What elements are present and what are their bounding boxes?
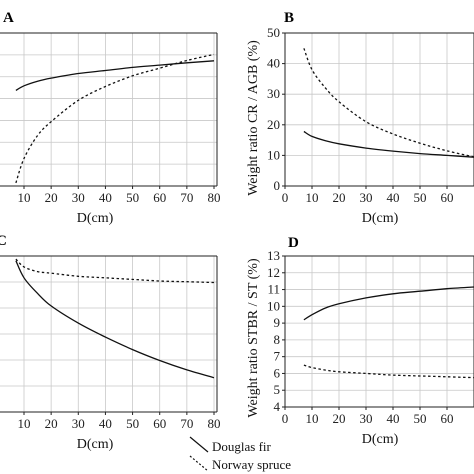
x-tick-label: 50 — [414, 190, 427, 205]
legend-swatch-spruce — [189, 455, 209, 472]
x-axis-label-c: D(cm) — [77, 437, 114, 452]
series-line-norway-spruce — [303, 364, 474, 379]
x-axis-label-d: D(cm) — [362, 432, 399, 447]
x-tick-label: 50 — [126, 416, 139, 431]
x-tick-label: 10 — [306, 411, 319, 426]
panel-label-a: A — [3, 10, 14, 26]
x-tick-label: 60 — [441, 411, 454, 426]
series-line-douglas-fir — [15, 260, 215, 379]
y-tick-label: 11 — [267, 282, 280, 297]
panel-label-d: D — [288, 235, 299, 251]
y-tick-label: 8 — [274, 332, 281, 347]
panel-b: 0 10 20 30 40 50 60 0 10 20 30 40 50 — [267, 25, 474, 205]
x-tick-label: 40 — [387, 411, 400, 426]
x-tick-label: 70 — [180, 416, 193, 431]
x-tick-label: 20 — [333, 190, 346, 205]
series-line-norway-spruce — [15, 53, 215, 184]
x-tick-label: 40 — [99, 190, 112, 205]
x-tick-label: 30 — [360, 190, 373, 205]
panel-label-b: B — [284, 10, 294, 26]
x-tick-label: 70 — [180, 190, 193, 205]
series-line-douglas-fir — [15, 60, 215, 91]
x-tick-label: 30 — [72, 416, 85, 431]
x-tick-label: 40 — [387, 190, 400, 205]
y-tick-label: 7 — [274, 349, 281, 364]
y-tick-label: 30 — [267, 86, 280, 101]
y-tick-label: 5 — [274, 382, 281, 397]
series-line-norway-spruce — [303, 48, 474, 158]
y-axis-label-b: Weight ratio CR / AGB (%) — [246, 40, 261, 196]
y-tick-label: 13 — [267, 248, 280, 263]
y-tick-label: 50 — [267, 25, 280, 40]
x-tick-label: 0 — [282, 411, 289, 426]
x-tick-label: 20 — [45, 190, 58, 205]
y-tick-label: 10 — [267, 147, 280, 162]
y-tick-label: 6 — [274, 365, 281, 380]
panel-label-c: C — [0, 233, 7, 249]
panel-c: 10 20 30 40 50 60 70 80 — [0, 255, 221, 431]
legend: Douglas fir Norway spruce — [189, 436, 291, 472]
y-tick-label: 4 — [274, 399, 281, 414]
x-tick-label: 0 — [282, 190, 289, 205]
x-tick-label: 20 — [45, 416, 58, 431]
x-tick-label: 80 — [208, 190, 221, 205]
x-tick-label: 30 — [360, 411, 373, 426]
x-axis-label-b: D(cm) — [362, 211, 399, 226]
y-tick-label: 12 — [267, 265, 280, 280]
y-tick-label: 10 — [267, 298, 280, 313]
x-tick-label: 30 — [72, 190, 85, 205]
series-line-douglas-fir — [303, 130, 474, 158]
x-tick-label: 10 — [306, 190, 319, 205]
panel-a: 10 20 30 40 50 60 70 80 — [0, 32, 221, 205]
x-tick-label: 60 — [153, 190, 166, 205]
y-tick-label: 40 — [267, 56, 280, 71]
legend-label-spruce: Norway spruce — [212, 457, 291, 472]
x-tick-label: 40 — [99, 416, 112, 431]
x-axis-label-a: D(cm) — [77, 211, 114, 226]
series-line-norway-spruce — [15, 258, 215, 284]
x-tick-label: 10 — [18, 190, 31, 205]
series-line-douglas-fir — [303, 286, 474, 321]
y-tick-label: 20 — [267, 117, 280, 132]
x-tick-label: 20 — [333, 411, 346, 426]
x-tick-label: 50 — [126, 190, 139, 205]
y-tick-label: 9 — [274, 315, 281, 330]
legend-label-douglas: Douglas fir — [212, 439, 272, 454]
y-tick-label: 0 — [274, 178, 281, 193]
x-tick-label: 60 — [441, 190, 454, 205]
y-axis-label-d: Weight ratio STBR / ST (%) — [246, 258, 261, 418]
x-tick-label: 10 — [18, 416, 31, 431]
x-tick-label: 50 — [414, 411, 427, 426]
x-tick-label: 60 — [153, 416, 166, 431]
legend-swatch-douglas — [189, 436, 209, 453]
x-tick-label: 80 — [208, 416, 221, 431]
